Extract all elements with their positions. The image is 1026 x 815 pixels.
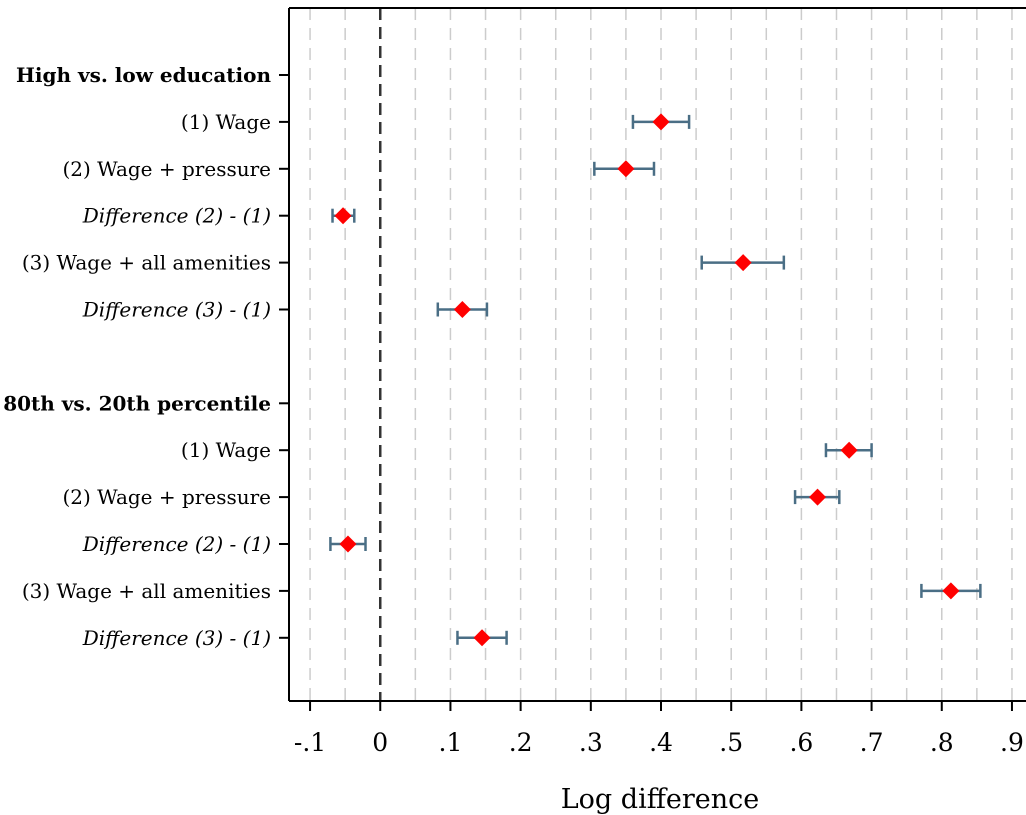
row-label: (3) Wage + all amenities: [22, 251, 271, 275]
x-tick-label: .9: [1000, 728, 1024, 757]
x-tick-label: .7: [860, 728, 884, 757]
estimate-marker: [339, 535, 357, 553]
x-tick-label: .2: [509, 728, 533, 757]
row-label: (2) Wage + pressure: [62, 485, 271, 509]
row-label: Difference (2) - (1): [82, 204, 271, 228]
row-label: (1) Wage: [181, 110, 271, 134]
row-label: Difference (2) - (1): [82, 532, 271, 556]
x-tick-label: .4: [649, 728, 673, 757]
estimate-marker: [734, 254, 752, 272]
x-tick-label: 0: [372, 728, 388, 757]
row-group-header: 80th vs. 20th percentile: [3, 391, 271, 415]
estimate-marker: [809, 488, 827, 506]
estimate-marker: [473, 629, 491, 647]
x-tick-label: .1: [439, 728, 463, 757]
x-tick-label: .8: [930, 728, 954, 757]
estimate-marker: [652, 113, 670, 131]
row-label: (3) Wage + all amenities: [22, 579, 271, 603]
row-label: Difference (3) - (1): [82, 626, 271, 650]
confidence-intervals: [329, 114, 982, 645]
point-estimates: [334, 113, 960, 647]
row-label: Difference (3) - (1): [82, 298, 271, 322]
x-tick-label: -.1: [294, 728, 326, 757]
estimate-marker: [840, 441, 858, 459]
x-tick-label: .5: [719, 728, 743, 757]
estimate-marker: [453, 301, 471, 318]
row-label: (2) Wage + pressure: [62, 157, 271, 181]
estimate-marker: [334, 207, 352, 225]
gridlines: [309, 8, 1013, 701]
x-axis-ticks: -.1 0 .1 .2 .3 .4 .5 .6 .7 .8 .9: [294, 728, 1024, 757]
plot-frame: [279, 7, 1026, 711]
x-axis-title: Log difference: [561, 784, 760, 815]
row-labels: High vs. low education (1) Wage (2) Wage +…: [3, 63, 271, 650]
x-tick-label: .6: [789, 728, 813, 757]
estimate-marker: [617, 160, 635, 178]
estimate-marker: [942, 582, 960, 600]
row-label: (1) Wage: [181, 438, 271, 462]
x-tick-label: .3: [579, 728, 603, 757]
row-group-header: High vs. low education: [16, 63, 271, 87]
